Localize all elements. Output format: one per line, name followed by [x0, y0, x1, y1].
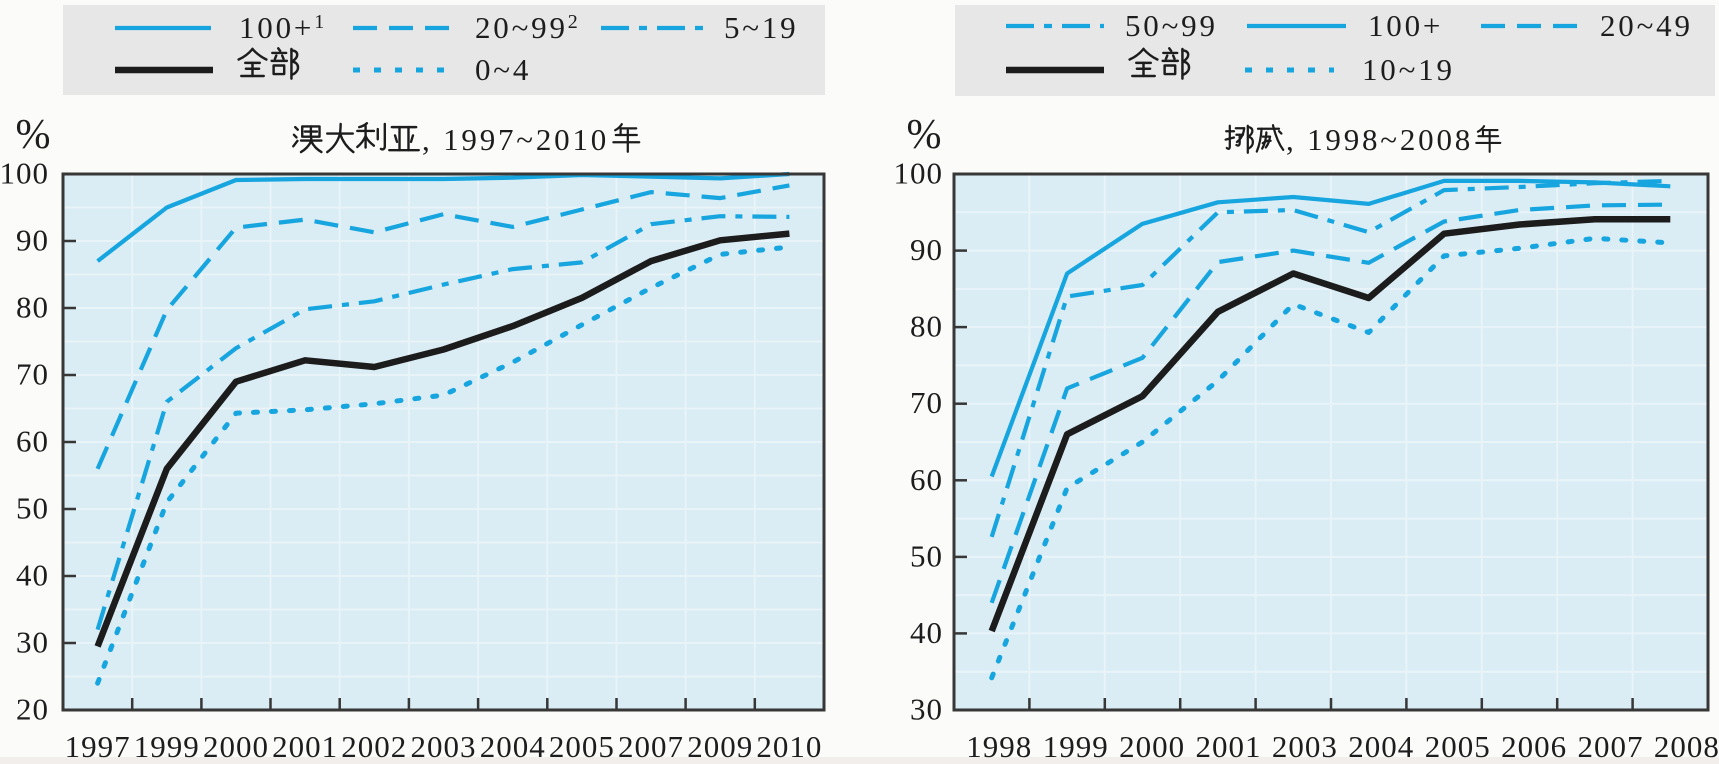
svg-text:2004: 2004 [1348, 729, 1414, 764]
svg-text:20~992: 20~992 [475, 10, 581, 45]
svg-text:100+1: 100+1 [239, 10, 327, 45]
svg-text:90: 90 [910, 232, 943, 267]
svg-text:2000: 2000 [203, 729, 269, 764]
svg-text:, 1997~2010: , 1997~2010 [422, 122, 609, 157]
svg-text:5~19: 5~19 [724, 10, 798, 45]
svg-text:1999: 1999 [134, 729, 200, 764]
svg-text:2007: 2007 [1578, 729, 1644, 764]
svg-text:70: 70 [910, 385, 943, 420]
svg-text:2003: 2003 [411, 729, 477, 764]
svg-text:%: % [907, 112, 942, 158]
svg-text:2008: 2008 [1654, 729, 1719, 764]
svg-text:50: 50 [910, 538, 943, 573]
svg-text:100: 100 [894, 156, 944, 191]
svg-text:40: 40 [16, 558, 49, 593]
svg-text:50~99: 50~99 [1125, 8, 1218, 43]
svg-text:70: 70 [16, 357, 49, 392]
svg-text:%: % [16, 112, 51, 158]
svg-text:1997: 1997 [65, 729, 131, 764]
svg-text:10~19: 10~19 [1362, 52, 1455, 87]
svg-text:2000: 2000 [1119, 729, 1185, 764]
svg-text:90: 90 [16, 223, 49, 258]
svg-text:2004: 2004 [480, 729, 546, 764]
svg-text:2005: 2005 [1425, 729, 1491, 764]
svg-text:50: 50 [16, 491, 49, 526]
svg-text:80: 80 [16, 290, 49, 325]
svg-text:2002: 2002 [341, 729, 407, 764]
svg-text:80: 80 [910, 309, 943, 344]
svg-text:30: 30 [910, 692, 943, 727]
svg-text:0~4: 0~4 [475, 52, 531, 87]
svg-text:20: 20 [16, 692, 49, 727]
svg-text:2003: 2003 [1272, 729, 1338, 764]
svg-text:2006: 2006 [1501, 729, 1567, 764]
svg-text:2010: 2010 [756, 729, 822, 764]
svg-text:2001: 2001 [1196, 729, 1262, 764]
svg-text:60: 60 [16, 424, 49, 459]
svg-text:2009: 2009 [687, 729, 753, 764]
svg-text:1999: 1999 [1043, 729, 1109, 764]
svg-text:, 1998~2008: , 1998~2008 [1286, 122, 1473, 157]
svg-text:30: 30 [16, 625, 49, 660]
svg-text:100: 100 [0, 156, 49, 191]
svg-text:100+: 100+ [1368, 8, 1443, 43]
svg-text:2001: 2001 [272, 729, 338, 764]
svg-text:2007: 2007 [618, 729, 684, 764]
svg-text:20~49: 20~49 [1600, 8, 1693, 43]
svg-text:60: 60 [910, 462, 943, 497]
svg-text:40: 40 [910, 615, 943, 650]
svg-text:2005: 2005 [549, 729, 615, 764]
svg-text:1998: 1998 [966, 729, 1032, 764]
